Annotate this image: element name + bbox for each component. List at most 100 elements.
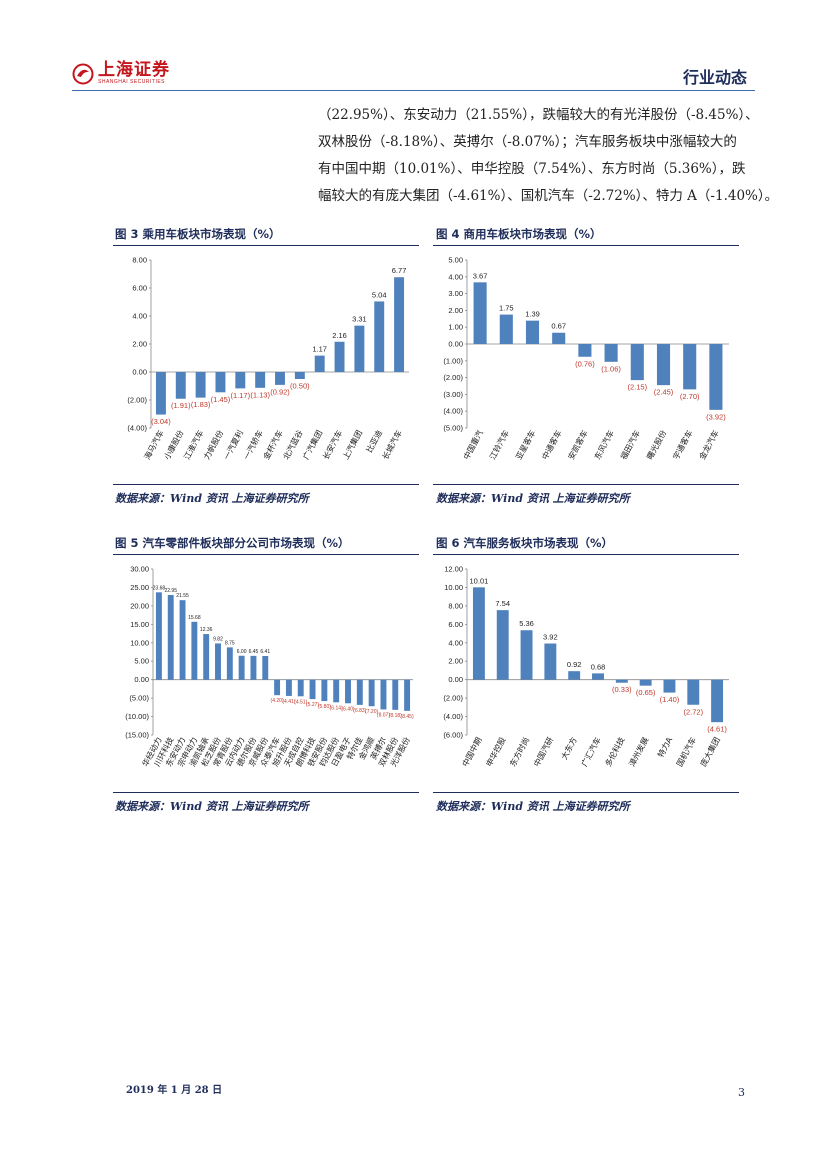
y-tick-label: 30.00	[130, 565, 149, 574]
figure-4-chart: (5.00) (4.00) (3.00) (2.00) (1.00) 0.00 1.00 2.…	[443, 256, 729, 461]
figure-6-title: 图 6 汽车服务板块市场表现（%）	[436, 536, 614, 550]
y-tick-label: 8.00	[132, 256, 147, 265]
data-label: (3.04)	[151, 417, 171, 426]
category-label: 金龙汽车	[697, 428, 721, 461]
bar	[167, 595, 174, 680]
y-tick-label: 5.00	[134, 657, 149, 666]
category-label: 中通客车	[540, 428, 564, 461]
y-tick-label: 8.00	[448, 601, 463, 610]
logo-text: 上海证券	[98, 60, 170, 80]
category-label: 安凯客车	[566, 428, 590, 461]
bar	[578, 344, 592, 357]
data-label: 10.01	[470, 576, 489, 585]
data-label: (3.92)	[706, 412, 726, 421]
bar	[520, 630, 533, 680]
data-label: 23.68	[153, 585, 166, 591]
y-tick-label: (10.00)	[125, 712, 149, 721]
bar	[496, 610, 509, 680]
data-label: (8.07)	[377, 712, 390, 718]
category-label: 中国中期	[460, 735, 484, 768]
y-tick-label: (1.00)	[443, 356, 463, 365]
bar	[250, 655, 257, 680]
y-tick-label: 12.00	[444, 565, 463, 574]
y-tick-label: 6.00	[132, 284, 147, 293]
bar	[294, 372, 305, 379]
data-label: (0.92)	[270, 387, 290, 396]
category-label: 多伦科技	[603, 735, 627, 768]
data-label: (1.45)	[211, 395, 231, 404]
figure-4-bottom-rule	[433, 484, 739, 485]
figure-5-top-rule	[113, 554, 419, 555]
figure-6-source: 数据来源：Wind 资讯 上海证券研究所	[436, 800, 630, 813]
bar	[552, 332, 566, 344]
bar	[392, 679, 399, 710]
data-label: (0.50)	[290, 382, 310, 391]
bar	[345, 679, 351, 704]
data-label: 0.68	[591, 662, 606, 671]
y-tick-label: 2.00	[132, 340, 147, 349]
data-label: (1.91)	[171, 401, 191, 410]
bar	[615, 679, 628, 683]
category-label: 特力A	[655, 735, 674, 759]
figure-5-source: 数据来源：Wind 资讯 上海证券研究所	[115, 800, 309, 813]
bar	[321, 679, 328, 702]
data-label: (6.40)	[341, 706, 354, 712]
data-label: (7.20)	[365, 709, 378, 715]
bar	[285, 679, 292, 696]
category-label: 中国重汽	[461, 428, 485, 461]
category-label: 申华控股	[484, 735, 508, 768]
data-label: 5.04	[372, 290, 387, 299]
bar	[656, 344, 671, 386]
category-label: 国机汽车	[674, 735, 698, 768]
y-tick-label: (4.00)	[127, 424, 147, 433]
bar	[499, 314, 513, 344]
data-label: (4.41)	[282, 699, 295, 705]
paragraph-line: 有中国中期（10.01%）、申华控股（7.54%）、东方时尚（5.36%），跌	[318, 161, 746, 177]
bar	[191, 621, 198, 680]
data-label: 7.54	[495, 599, 510, 608]
data-label: (5.27)	[306, 702, 319, 708]
bar	[380, 679, 387, 710]
bar	[175, 372, 186, 399]
y-tick-label: (4.00)	[443, 712, 463, 721]
data-label: (4.20)	[271, 698, 284, 704]
y-tick-label: 2.00	[448, 657, 463, 666]
data-label: 1.17	[312, 345, 327, 354]
figure-5-bottom-rule	[113, 792, 419, 793]
data-label: 0.67	[551, 322, 566, 331]
paragraph-line: 双林股份（-8.18%）、英搏尔（-8.07%）；汽车服务板块中涨幅较大的	[318, 134, 737, 150]
bar	[568, 671, 581, 680]
data-label: 1.39	[525, 310, 540, 319]
data-label: (1.40)	[660, 695, 680, 704]
y-tick-label: (4.00)	[443, 407, 463, 416]
category-label: 庞大集团	[698, 735, 722, 768]
paragraph-line: （22.95%）、东安动力（21.55%），跌幅较大的有光洋股份（-8.45%）…	[318, 107, 759, 123]
y-tick-label: (5.00)	[443, 424, 463, 433]
bar	[394, 277, 405, 372]
bar	[334, 341, 345, 372]
data-label: 1.75	[499, 304, 514, 313]
bar	[630, 344, 644, 381]
bar	[275, 372, 285, 385]
data-label: (0.65)	[636, 688, 656, 697]
bar	[711, 679, 724, 723]
y-tick-label: (5.00)	[129, 694, 149, 703]
figure-4-title: 图 4 商用车板块市场表现（%）	[436, 227, 602, 241]
bar	[179, 600, 186, 680]
category-label: 福田汽车	[618, 428, 642, 461]
bar	[404, 679, 411, 711]
figure-6-top-rule	[433, 554, 739, 555]
data-label: (2.70)	[680, 392, 700, 401]
data-label: 21.55	[176, 593, 189, 599]
data-label: (5.80)	[318, 704, 331, 710]
figure-5-chart: (15.00) (10.00) (5.00) 0.00 5.00 10.00 15.00 20…	[125, 565, 414, 769]
bar	[592, 673, 604, 680]
data-label: (8.18)	[389, 713, 402, 719]
section-title: 行业动态	[682, 68, 747, 87]
figure-5-title: 图 5 汽车零部件板块部分公司市场表现（%）	[115, 536, 350, 550]
data-label: 3.92	[543, 633, 558, 642]
category-label: 比亚迪	[364, 428, 384, 454]
data-label: 15.68	[188, 615, 201, 621]
y-tick-label: 5.00	[448, 256, 463, 265]
category-label: 亚星客车	[513, 428, 537, 461]
